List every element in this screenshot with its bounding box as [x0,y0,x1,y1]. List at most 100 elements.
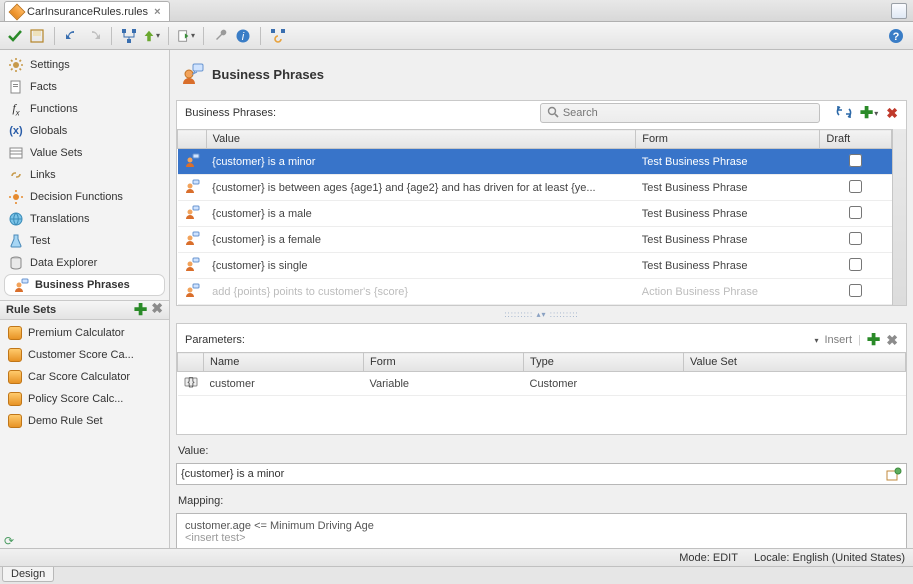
refresh-icon[interactable] [836,104,852,123]
value-label: Value: [176,439,907,459]
file-tab[interactable]: CarInsuranceRules.rules × [4,1,170,21]
sidebar-item-label: Decision Functions [30,191,123,203]
search-box[interactable] [540,103,820,123]
sidebar-item-label: Translations [30,213,90,225]
ruleset-item[interactable]: Demo Rule Set [0,410,169,432]
sidebar-item-translations[interactable]: Translations [0,208,169,230]
phrase-row[interactable]: {customer} is a maleTest Business Phrase [178,201,892,227]
export-button[interactable]: ▾ [177,27,195,45]
file-tab-label: CarInsuranceRules.rules [27,6,148,18]
design-tab[interactable]: Design [2,567,54,582]
draft-checkbox[interactable] [849,232,862,245]
add-phrase-button[interactable]: ✚▾ [860,103,878,123]
phrase-form: Test Business Phrase [636,175,820,201]
sidebar-item-label: Facts [30,81,57,93]
ruleset-item[interactable]: Customer Score Ca... [0,344,169,366]
sidebar-item-settings[interactable]: Settings [0,54,169,76]
phrase-row[interactable]: {customer} is between ages {age1} and {a… [178,175,892,201]
info-button[interactable]: i [234,27,252,45]
param-row[interactable]: {}customerVariableCustomer [178,372,906,396]
phrase-row[interactable]: {customer} is a femaleTest Business Phra… [178,227,892,253]
doc-icon [8,79,24,95]
col-form[interactable]: Form [636,130,820,149]
sidebar-item-label: Test [30,235,50,247]
sidebar-item-dataexplorer[interactable]: Data Explorer [0,252,169,274]
ruleset-icon [8,414,22,428]
draft-checkbox[interactable] [849,206,862,219]
view-options-button[interactable] [891,3,907,19]
phrase-icon [178,201,207,227]
sidebar-item-valuesets[interactable]: Value Sets [0,142,169,164]
phrase-row[interactable]: {customer} is singleTest Business Phrase [178,253,892,279]
sidebar-item-functions[interactable]: fxFunctions [0,98,169,120]
pcol-valueset[interactable]: Value Set [684,353,906,372]
sidebar-item-facts[interactable]: Facts [0,76,169,98]
phrases-label: Business Phrases: [185,107,276,119]
phrase-value: {customer} is between ages {age1} and {a… [206,175,636,201]
ruleset-label: Customer Score Ca... [28,349,134,361]
delete-param-button[interactable]: ✖ [886,332,898,349]
ruleset-icon [8,370,22,384]
sidebar-item-label: Globals [30,125,67,137]
svg-text:{}: {} [187,376,195,388]
close-icon[interactable]: × [152,6,162,18]
person-icon [13,277,29,293]
col-value[interactable]: Value [206,130,636,149]
tree-button[interactable] [120,27,138,45]
splitter[interactable]: ::::::::: ▴▾ ::::::::: [176,310,907,319]
ruleset-label: Car Score Calculator [28,371,130,383]
mapping-box[interactable]: customer.age <= Minimum Driving Age <ins… [176,513,907,548]
value-input[interactable]: {customer} is a minor [176,463,907,485]
gear-icon [8,57,24,73]
pcol-name[interactable]: Name [204,353,364,372]
save-button[interactable] [28,27,46,45]
dirty-marker-icon: ⟳ [4,534,14,548]
list-icon [8,145,24,161]
pcol-type[interactable]: Type [524,353,684,372]
sidebar-item-label: Business Phrases [35,279,130,291]
phrase-form: Test Business Phrase [636,149,820,175]
insert-param-button[interactable]: Insert [824,334,852,346]
sidebar-item-label: Functions [30,103,78,115]
param-form: Variable [364,372,524,396]
ruleset-item[interactable]: Car Score Calculator [0,366,169,388]
edit-value-icon[interactable] [886,466,902,482]
draft-checkbox[interactable] [849,258,862,271]
scrollbar[interactable] [892,129,906,305]
ruleset-item[interactable]: Policy Score Calc... [0,388,169,410]
col-draft[interactable]: Draft [820,130,892,149]
sidebar-item-decisionfns[interactable]: Decision Functions [0,186,169,208]
sidebar-item-globals[interactable]: (x)Globals [0,120,169,142]
validate-button[interactable] [6,27,24,45]
ruleset-item[interactable]: Premium Calculator [0,322,169,344]
search-input[interactable] [563,107,813,119]
chevron-down-icon[interactable]: ▾ [814,336,818,345]
wrench-button[interactable] [212,27,230,45]
redo-button[interactable] [85,27,103,45]
delete-ruleset-button[interactable]: ✖ [151,300,163,320]
sidebar-item-businessphrases[interactable]: Business Phrases [4,274,165,296]
ruleset-icon [8,326,22,340]
draft-checkbox[interactable] [849,180,862,193]
add-ruleset-button[interactable]: ✚ [134,300,147,320]
page-title: Business Phrases [212,67,324,82]
draft-checkbox[interactable] [849,154,862,167]
undo-button[interactable] [63,27,81,45]
delete-phrase-button[interactable]: ✖ [886,105,898,122]
mapping-label: Mapping: [176,489,907,509]
param-valueset [684,372,906,396]
up-arrow-button[interactable]: ▾ [142,27,160,45]
sidebar-item-test[interactable]: Test [0,230,169,252]
phrase-icon [178,149,207,175]
sidebar-item-links[interactable]: Links [0,164,169,186]
phrase-value: {customer} is single [206,253,636,279]
pcol-form[interactable]: Form [364,353,524,372]
refresh-tree-button[interactable] [269,27,287,45]
phrase-row[interactable]: {customer} is a minorTest Business Phras… [178,149,892,175]
mapping-insert[interactable]: <insert test> [185,532,898,544]
add-param-button[interactable]: ✚ [867,330,880,350]
phrase-form: Test Business Phrase [636,253,820,279]
phrase-row[interactable]: add {points} points to customer's {score… [178,279,892,305]
draft-checkbox[interactable] [849,284,862,297]
help-button[interactable]: ? [887,27,905,45]
